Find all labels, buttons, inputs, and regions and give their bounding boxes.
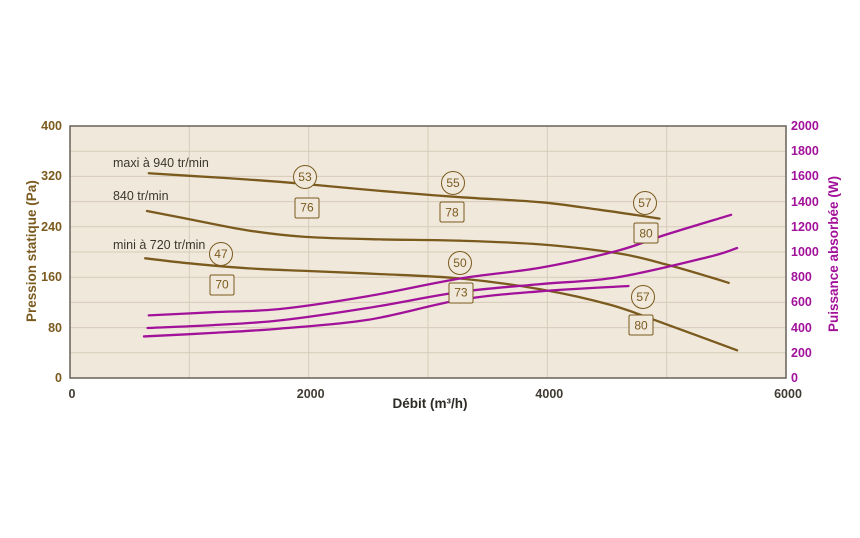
sound-level-circled-value: 57 [632,190,657,215]
sound-level-circled-value: 50 [447,250,472,275]
y-right-tick-label: 1800 [791,144,819,159]
y-left-tick-label: 400 [41,119,62,133]
y-axis-left-title: Pression statique (Pa) [24,180,39,322]
sound-level-circled-value: 55 [441,170,466,195]
sound-level-circled-value: 57 [631,284,656,309]
curve-puissance-720-tr/min [142,284,630,338]
sound-level-boxed-value: 73 [448,282,474,304]
y-left-tick-label: 160 [41,270,62,285]
y-left-tick-label: 240 [41,219,62,234]
sound-level-boxed-value: 80 [633,222,659,244]
y-right-tick-label: 1200 [791,219,819,234]
y-right-tick-label: 1600 [791,169,819,184]
y-right-tick-label: 600 [791,295,812,310]
sound-level-boxed-value: 70 [209,274,235,296]
sound-level-circled-value: 47 [208,241,233,266]
sound-level-boxed-value: 76 [294,197,320,219]
x-tick-label: 6000 [774,387,802,401]
y-right-tick-label: 400 [791,320,812,335]
sound-level-circled-value: 53 [292,165,317,190]
curve-pression-840-tr/min [145,209,730,285]
x-tick-label: 0 [68,387,76,401]
y-right-tick-label: 1400 [791,194,819,209]
x-tick-label: 4000 [535,387,564,401]
curve-speed-label: 840 tr/min [112,188,169,203]
sound-level-boxed-value: 80 [628,314,654,336]
plot-border [69,125,787,379]
y-right-tick-label: 0 [791,371,798,385]
x-tick-label: 2000 [296,387,325,401]
y-axis-right-title: Puissance absorbée (W) [826,175,841,332]
y-left-tick-label: 0 [55,371,62,385]
y-right-tick-label: 800 [791,270,812,285]
sound-level-boxed-value: 78 [439,201,465,223]
x-axis-title: Débit (m³/h) [392,396,468,411]
y-right-tick-label: 1000 [791,245,819,259]
y-left-tick-label: 320 [41,169,62,184]
curve-speed-label: maxi à 940 tr/min [112,156,209,171]
y-right-tick-label: 2000 [791,119,819,133]
curve-pression-mini-à-720-tr/min [144,257,739,352]
curve-speed-label: mini à 720 tr/min [112,238,206,253]
y-left-tick-label: 80 [48,320,62,335]
curve-pression-maxi-à-940-tr/min [147,172,661,220]
y-right-tick-label: 200 [791,345,812,360]
